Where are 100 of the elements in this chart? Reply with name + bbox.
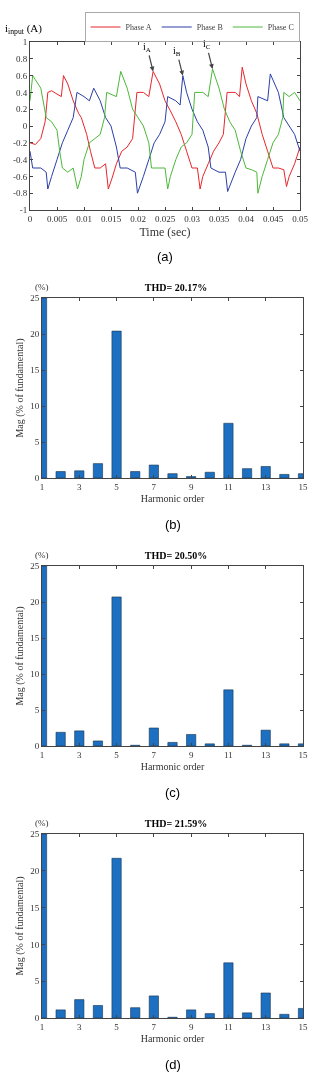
y-tick-label: 5: [34, 705, 40, 716]
text: (a): [157, 249, 173, 264]
bar: [148, 995, 159, 1018]
bar: [223, 689, 234, 746]
x-tick-label: 5: [114, 749, 120, 760]
y-tick-label: -0.2: [12, 137, 28, 148]
x-axis-title: Harmonic order: [140, 1033, 205, 1045]
x-tick-label: 0.03: [184, 213, 201, 224]
y-axis-title: Mag (% of fundamental): [14, 338, 27, 438]
y-tick-label: 0: [34, 741, 40, 752]
y-tick-label: 0: [34, 473, 40, 484]
bar: [55, 732, 66, 746]
y-tick-label: 0.8: [15, 53, 28, 64]
bar: [204, 1013, 215, 1018]
bar: [55, 1009, 66, 1018]
y-tick-label: 5: [34, 976, 40, 987]
bar: [74, 730, 85, 746]
x-tick-label: 13: [261, 1021, 271, 1032]
annotation: i$_{C}$: [203, 38, 211, 52]
annotation: i$_{B}$: [173, 45, 181, 59]
y-tick-label: -0.4: [12, 154, 28, 165]
bar: [111, 330, 122, 478]
bar: [111, 857, 122, 1018]
x-tick-label: 3: [77, 481, 83, 492]
y-tick-label: 5: [34, 437, 40, 448]
text: (c): [165, 785, 181, 800]
y-tick-label: 20: [30, 329, 40, 340]
y-tick-label: -0.8: [12, 188, 28, 199]
x-tick-label: 5: [114, 481, 120, 492]
x-tick-label: 0.035: [208, 213, 230, 224]
bar: [148, 464, 159, 478]
y-tick-label: 0.2: [15, 104, 28, 115]
y-tick-label: 20: [30, 597, 40, 608]
legend-label: Phase C: [267, 23, 294, 33]
x-tick-label: 9: [188, 481, 194, 492]
legend-label: Phase A: [125, 23, 152, 33]
y-tick-label: 10: [30, 669, 40, 680]
chart-title: THD= 20.50%: [144, 550, 208, 561]
y-tick-label: 15: [30, 633, 40, 644]
bar: [111, 596, 122, 746]
x-tick-label: 0.025: [154, 213, 176, 224]
chart-title: THD= 20.17%: [144, 282, 208, 293]
bar: [223, 962, 234, 1018]
bar: [186, 734, 197, 746]
bar: [242, 468, 253, 478]
x-tick-label: 13: [261, 481, 271, 492]
x-tick-label: 5: [114, 1021, 120, 1032]
chart-title: THD= 21.59%: [144, 818, 208, 829]
y-tick-label: 1: [22, 37, 28, 48]
x-tick-label: 9: [188, 749, 194, 760]
y-tick-label: 15: [30, 902, 40, 913]
x-tick-label: 15: [298, 481, 308, 492]
x-tick-label: 3: [77, 1021, 83, 1032]
x-tick-label: 11: [224, 1021, 233, 1032]
text: (%): [35, 282, 49, 292]
x-tick-label: 0.05: [292, 213, 309, 224]
x-axis-title: Harmonic order: [140, 493, 205, 505]
bar: [279, 1014, 290, 1018]
y-tick-label: 0: [34, 1013, 40, 1024]
x-tick-label: 0.04: [238, 213, 255, 224]
x-axis-title: Harmonic order: [140, 761, 205, 773]
bar: [186, 1009, 197, 1018]
bar: [55, 471, 66, 478]
bar: [260, 992, 271, 1018]
x-tick-label: 0.005: [46, 213, 68, 224]
y-axis-title: i$_{input}$ (A): [5, 22, 43, 37]
x-tick-label: 7: [151, 1021, 157, 1032]
x-tick-label: 0.045: [262, 213, 284, 224]
bar: [130, 471, 141, 478]
y-axis-title: Mag (% of fundamental): [14, 606, 27, 706]
x-tick-label: 15: [298, 749, 308, 760]
y-tick-label: 0: [22, 121, 28, 132]
x-tick-label: 0.01: [76, 213, 92, 224]
y-tick-label: 20: [30, 865, 40, 876]
y-tick-label: 25: [30, 829, 40, 840]
bar: [279, 474, 290, 478]
bar: [242, 1012, 253, 1018]
bar: [148, 727, 159, 746]
text: (%): [35, 818, 49, 828]
bar: [92, 463, 103, 478]
bar: [92, 740, 103, 746]
y-tick-label: 15: [30, 365, 40, 376]
y-tick-label: -0.6: [12, 171, 28, 182]
y-tick-label: -1: [19, 205, 28, 216]
x-tick-label: 0.02: [130, 213, 146, 224]
bar: [130, 1007, 141, 1018]
bar: [92, 1005, 103, 1018]
x-axis-title: Time (sec): [139, 224, 191, 239]
y-tick-label: 25: [30, 293, 40, 304]
x-tick-label: 0.015: [100, 213, 122, 224]
x-tick-label: 13: [261, 749, 271, 760]
bar: [204, 743, 215, 746]
x-tick-label: 9: [188, 1021, 194, 1032]
text: (d): [165, 1057, 181, 1072]
bar: [260, 729, 271, 746]
x-tick-label: 11: [224, 749, 233, 760]
y-tick-label: 25: [30, 561, 40, 572]
bar: [260, 466, 271, 478]
y-tick-label: 0.4: [15, 87, 28, 98]
y-axis-title: Mag (% of fundamental): [14, 876, 27, 976]
